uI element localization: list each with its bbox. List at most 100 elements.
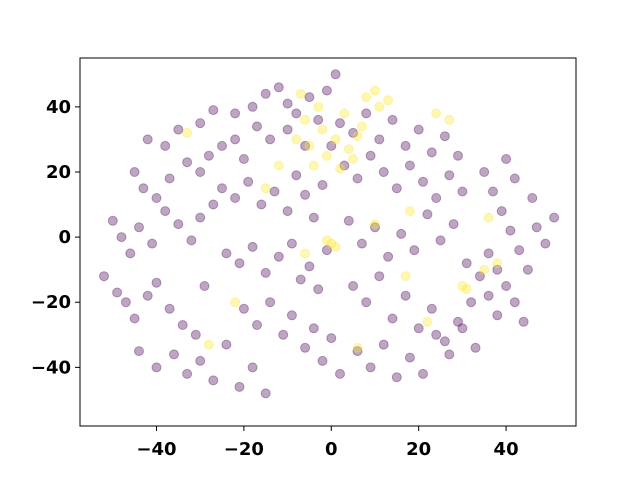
scatter-point: [413, 323, 424, 334]
scatter-point: [348, 154, 359, 164]
scatter-point: [265, 134, 276, 145]
scatter-point: [300, 140, 311, 151]
scatter-point: [330, 134, 341, 145]
scatter-point: [457, 186, 468, 197]
scatter-point: [431, 108, 442, 119]
scatter-point: [418, 176, 428, 187]
scatter-point: [134, 346, 144, 357]
scatter-point: [422, 209, 433, 220]
scatter-point: [129, 313, 140, 324]
scatter-point: [247, 101, 258, 112]
scatter-point: [286, 238, 297, 249]
scatter-point: [169, 349, 179, 360]
scatter-point: [479, 167, 490, 177]
scatter-point: [151, 362, 162, 373]
scatter-point: [488, 186, 498, 197]
scatter-point: [252, 121, 262, 132]
scatter-point: [348, 127, 359, 138]
scatter-point: [431, 193, 442, 203]
scatter-point: [370, 219, 380, 230]
scatter-point: [300, 342, 311, 353]
scatter-point: [217, 183, 227, 194]
scatter-point: [304, 140, 315, 151]
scatter-point: [400, 140, 411, 151]
scatter-point: [418, 368, 428, 379]
scatter-point: [208, 199, 219, 210]
scatter-point: [190, 329, 201, 340]
scatter-point: [435, 235, 446, 246]
scatter-point: [326, 333, 337, 344]
scatter-point: [483, 248, 494, 259]
scatter-point: [291, 170, 302, 181]
y-tick-label: 40: [46, 97, 71, 118]
scatter-point: [374, 271, 385, 282]
scatter-point: [107, 215, 118, 226]
scatter-point: [413, 124, 424, 135]
scatter-point: [352, 131, 363, 142]
scatter-point: [361, 108, 372, 119]
scatter-point: [260, 388, 271, 399]
scatter-point: [282, 124, 293, 135]
scatter-point: [230, 297, 241, 308]
scatter-point: [492, 258, 503, 269]
scatter-point: [509, 173, 520, 184]
scatter-point: [151, 277, 162, 288]
scatter-point: [409, 245, 420, 256]
scatter-point: [247, 241, 258, 252]
y-tick-label: −40: [31, 357, 71, 378]
x-tick-label: 40: [494, 439, 519, 460]
scatter-point: [203, 339, 214, 350]
scatter-point: [142, 290, 153, 301]
scatter-point: [173, 219, 184, 230]
scatter-point: [396, 228, 407, 239]
scatter-point: [474, 271, 485, 282]
scatter-point: [453, 150, 463, 161]
scatter-point: [496, 206, 507, 217]
scatter-point: [112, 287, 123, 298]
scatter-point: [383, 95, 394, 106]
scatter-point: [514, 245, 525, 256]
scatter-point: [356, 121, 367, 132]
y-tick-label: −20: [31, 292, 71, 313]
scatter-point: [195, 355, 206, 366]
scatter-point: [164, 303, 175, 314]
scatter-point: [182, 127, 193, 138]
scatter-point: [317, 180, 328, 190]
scatter-point: [549, 212, 560, 223]
scatter-point: [273, 160, 284, 171]
scatter-point: [400, 271, 411, 282]
scatter-point: [361, 92, 372, 103]
scatter-point: [365, 362, 376, 373]
scatter-point: [282, 98, 293, 109]
scatter-point: [330, 69, 341, 80]
scatter-point: [138, 183, 149, 194]
scatter-point: [160, 140, 171, 151]
scatter-point: [505, 225, 516, 236]
points-layer: [99, 69, 560, 399]
scatter-point: [260, 183, 271, 194]
scatter-point: [444, 114, 455, 125]
scatter-point: [326, 238, 337, 249]
scatter-point: [300, 114, 311, 125]
scatter-point: [461, 284, 472, 295]
scatter-point: [335, 368, 345, 379]
scatter-point: [326, 140, 337, 151]
scatter-point: [501, 154, 512, 164]
scatter-point: [177, 320, 188, 330]
scatter-point: [387, 114, 398, 125]
scatter-point: [426, 303, 437, 314]
scatter-point: [378, 167, 389, 177]
scatter-point: [522, 264, 533, 275]
scatter-point: [269, 186, 280, 197]
scatter-point: [304, 92, 315, 103]
scatter-point: [260, 267, 271, 278]
scatter-point: [125, 248, 136, 259]
x-tick-label: −40: [136, 439, 176, 460]
scatter-point: [426, 147, 437, 158]
scatter-point: [439, 336, 450, 347]
scatter-point: [470, 342, 481, 353]
scatter-point: [444, 349, 455, 360]
scatter-point: [134, 222, 144, 233]
scatter-point: [439, 131, 450, 142]
